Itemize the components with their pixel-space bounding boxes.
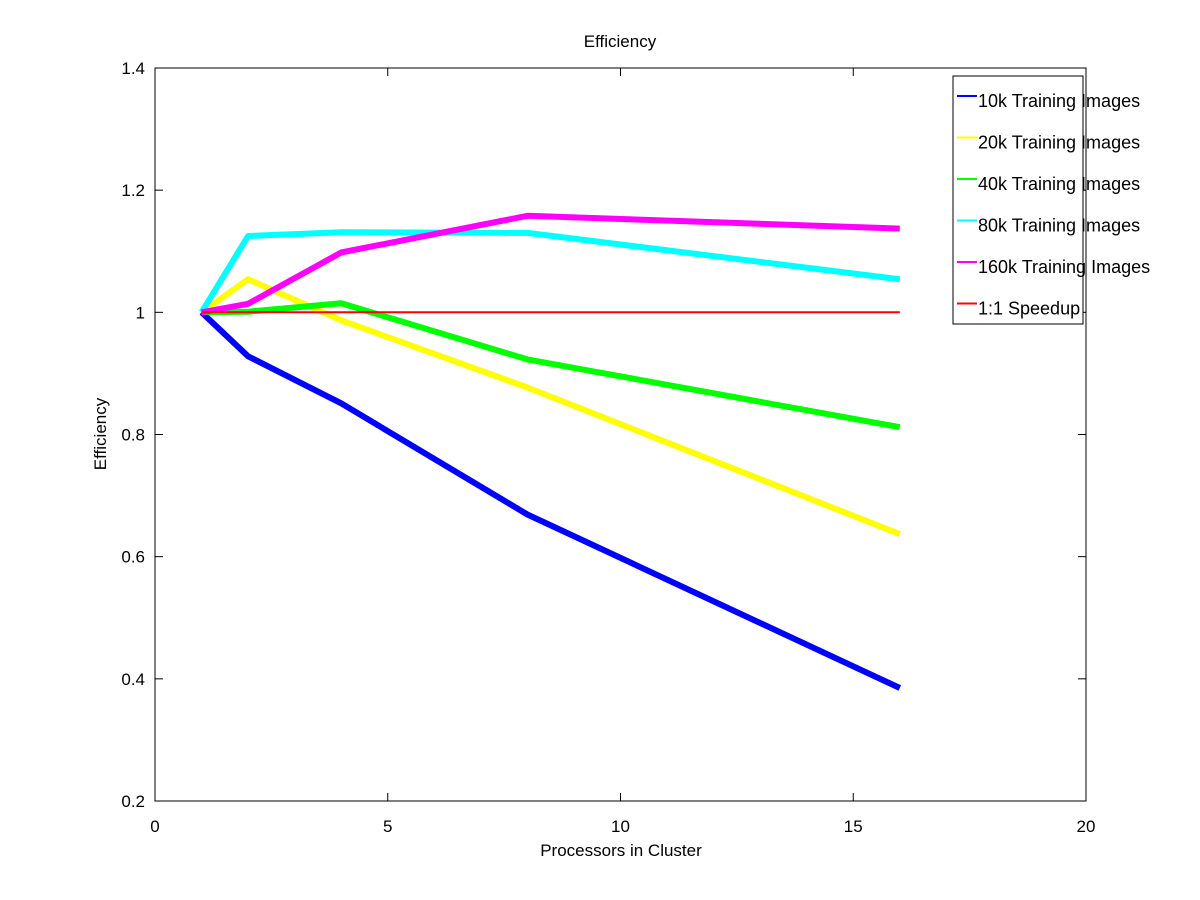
y-tick-label: 1.4 (121, 59, 145, 78)
legend-label-3: 80k Training Images (978, 216, 1140, 236)
y-tick-label: 0.2 (121, 792, 145, 811)
legend-label-5: 1:1 Speedup (978, 299, 1080, 319)
x-tick-label: 20 (1077, 817, 1096, 836)
x-tick-label: 0 (150, 817, 159, 836)
series-line-0 (199, 310, 902, 691)
legend-label-2: 40k Training Images (978, 174, 1140, 194)
y-tick-label: 1.2 (121, 181, 145, 200)
ticks-layer: 0 5 10 15 20 0.2 0.4 0.6 0.8 1 1.2 1.4 (121, 59, 1095, 836)
x-tick-label: 5 (383, 817, 392, 836)
legend-box (952, 75, 1084, 325)
y-axis-title: Efficiency (91, 397, 110, 470)
legend-label-4: 160k Training Images (978, 257, 1150, 277)
legend-label-0: 10k Training Images (978, 91, 1140, 111)
series-line-1 (199, 276, 901, 537)
chart-title: Efficiency (584, 32, 657, 51)
y-tick-label: 0.8 (121, 426, 145, 445)
x-axis-title: Processors in Cluster (540, 841, 702, 860)
y-tick-label: 1 (136, 303, 145, 322)
y-tick-label: 0.4 (121, 670, 145, 689)
series-line-3 (199, 229, 901, 314)
x-tick-label: 15 (844, 817, 863, 836)
series-line-4 (201, 212, 900, 316)
legend: 10k Training Images 20k Training Images 40… (952, 75, 1150, 325)
legend-label-1: 20k Training Images (978, 133, 1140, 153)
series-layer (199, 212, 902, 691)
y-tick-label: 0.6 (121, 548, 145, 567)
x-tick-label: 10 (611, 817, 630, 836)
